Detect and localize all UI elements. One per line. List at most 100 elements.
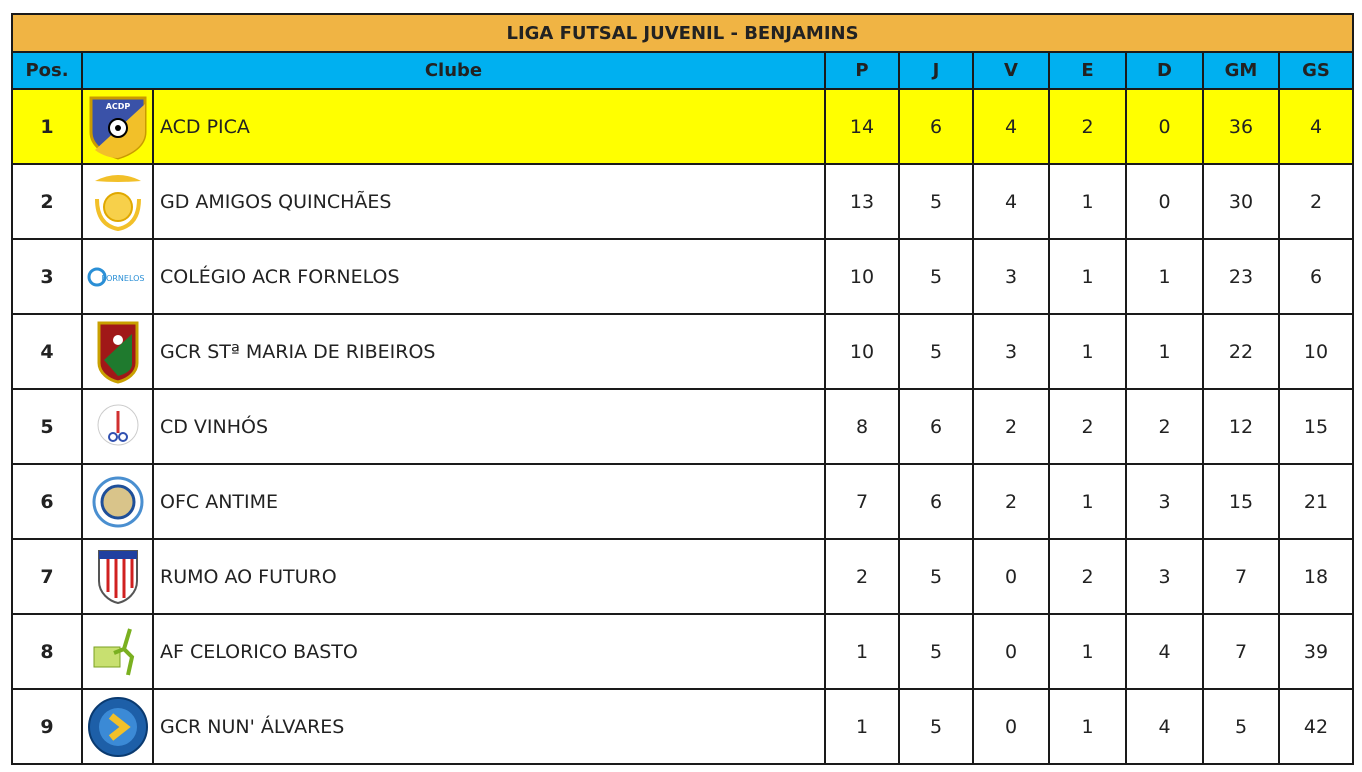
header-d: D xyxy=(1125,51,1204,90)
svg-text:FORNELOS: FORNELOS xyxy=(101,274,144,283)
rumo-ao-futuro-crest-icon xyxy=(81,538,154,615)
standings-table: LIGA FUTSAL JUVENIL - BENJAMINS Pos. Clu… xyxy=(10,13,1355,765)
gs-cell: 42 xyxy=(1277,688,1355,765)
header-e: E xyxy=(1048,51,1127,90)
p-cell: 8 xyxy=(824,388,900,465)
gs-cell: 21 xyxy=(1277,463,1355,540)
club-name-cell: GCR STª MARIA DE RIBEIROS xyxy=(152,313,826,390)
p-cell: 1 xyxy=(824,688,900,765)
table-row: 8 AF CELORICO BASTO 1 5 0 1 4 7 39 xyxy=(11,613,1355,690)
p-cell: 10 xyxy=(824,313,900,390)
club-name-cell: CD VINHÓS xyxy=(152,388,826,465)
table-row: 2 GD AMIGOS QUINCHÃES 13 5 4 1 0 30 2 xyxy=(11,163,1355,240)
p-cell: 10 xyxy=(824,238,900,315)
gs-cell: 15 xyxy=(1277,388,1355,465)
p-cell: 2 xyxy=(824,538,900,615)
v-cell: 0 xyxy=(972,613,1050,690)
header-p: P xyxy=(824,51,900,90)
d-cell: 0 xyxy=(1125,88,1204,165)
gm-cell: 7 xyxy=(1202,538,1280,615)
e-cell: 1 xyxy=(1048,238,1127,315)
j-cell: 6 xyxy=(898,463,974,540)
club-name-cell: AF CELORICO BASTO xyxy=(152,613,826,690)
gm-cell: 5 xyxy=(1202,688,1280,765)
e-cell: 1 xyxy=(1048,613,1127,690)
table-row: 6 OFC ANTIME 7 6 2 1 3 15 21 xyxy=(11,463,1355,540)
v-cell: 4 xyxy=(972,88,1050,165)
d-cell: 1 xyxy=(1125,313,1204,390)
v-cell: 3 xyxy=(972,313,1050,390)
table-row: 4 GCR STª MARIA DE RIBEIROS 10 5 3 1 1 22 10 xyxy=(11,313,1355,390)
svg-text:ACDP: ACDP xyxy=(105,102,130,111)
header-v: V xyxy=(972,51,1050,90)
position-cell: 5 xyxy=(11,388,83,465)
table-row: 7 RUMO AO FUTURO 2 5 0 2 3 7 18 xyxy=(11,538,1355,615)
e-cell: 2 xyxy=(1048,538,1127,615)
table-row: 9 GCR NUN' ÁLVARES 1 5 0 1 4 5 42 xyxy=(11,688,1355,765)
gm-cell: 36 xyxy=(1202,88,1280,165)
header-pos: Pos. xyxy=(11,51,83,90)
table-row: 1 ACDP ACD PICA 14 6 4 2 0 36 4 xyxy=(11,88,1355,165)
club-name-cell: OFC ANTIME xyxy=(152,463,826,540)
position-cell: 8 xyxy=(11,613,83,690)
d-cell: 0 xyxy=(1125,163,1204,240)
p-cell: 14 xyxy=(824,88,900,165)
d-cell: 4 xyxy=(1125,613,1204,690)
j-cell: 6 xyxy=(898,88,974,165)
header-j: J xyxy=(898,51,974,90)
acd-pica-crest-icon: ACDP xyxy=(81,88,154,165)
p-cell: 7 xyxy=(824,463,900,540)
v-cell: 2 xyxy=(972,463,1050,540)
v-cell: 3 xyxy=(972,238,1050,315)
v-cell: 2 xyxy=(972,388,1050,465)
d-cell: 2 xyxy=(1125,388,1204,465)
gs-cell: 39 xyxy=(1277,613,1355,690)
gs-cell: 2 xyxy=(1277,163,1355,240)
table-title: LIGA FUTSAL JUVENIL - BENJAMINS xyxy=(10,13,1355,53)
club-name-cell: COLÉGIO ACR FORNELOS xyxy=(152,238,826,315)
v-cell: 4 xyxy=(972,163,1050,240)
gcr-nun-alvares-crest-icon xyxy=(81,688,154,765)
position-cell: 3 xyxy=(11,238,83,315)
position-cell: 4 xyxy=(11,313,83,390)
d-cell: 3 xyxy=(1125,463,1204,540)
j-cell: 6 xyxy=(898,388,974,465)
club-name-cell: GD AMIGOS QUINCHÃES xyxy=(152,163,826,240)
j-cell: 5 xyxy=(898,238,974,315)
club-name-cell: RUMO AO FUTURO xyxy=(152,538,826,615)
position-cell: 9 xyxy=(11,688,83,765)
gm-cell: 12 xyxy=(1202,388,1280,465)
e-cell: 1 xyxy=(1048,313,1127,390)
e-cell: 1 xyxy=(1048,163,1127,240)
e-cell: 1 xyxy=(1048,463,1127,540)
acr-fornelos-logo-icon: FORNELOS xyxy=(81,238,154,315)
position-cell: 6 xyxy=(11,463,83,540)
gm-cell: 7 xyxy=(1202,613,1280,690)
ofc-antime-crest-icon xyxy=(81,463,154,540)
position-cell: 7 xyxy=(11,538,83,615)
cd-vinhos-crest-icon xyxy=(81,388,154,465)
d-cell: 4 xyxy=(1125,688,1204,765)
header-gm: GM xyxy=(1202,51,1280,90)
j-cell: 5 xyxy=(898,163,974,240)
table-row: 5 CD VINHÓS 8 6 2 2 2 12 15 xyxy=(11,388,1355,465)
gm-cell: 15 xyxy=(1202,463,1280,540)
club-name-cell: ACD PICA xyxy=(152,88,826,165)
j-cell: 5 xyxy=(898,613,974,690)
v-cell: 0 xyxy=(972,688,1050,765)
header-gs: GS xyxy=(1277,51,1355,90)
gm-cell: 22 xyxy=(1202,313,1280,390)
e-cell: 1 xyxy=(1048,688,1127,765)
gm-cell: 30 xyxy=(1202,163,1280,240)
v-cell: 0 xyxy=(972,538,1050,615)
p-cell: 1 xyxy=(824,613,900,690)
gs-cell: 10 xyxy=(1277,313,1355,390)
j-cell: 5 xyxy=(898,688,974,765)
gm-cell: 23 xyxy=(1202,238,1280,315)
e-cell: 2 xyxy=(1048,88,1127,165)
gs-cell: 4 xyxy=(1277,88,1355,165)
af-celorico-basto-logo-icon xyxy=(81,613,154,690)
gcr-ribeiros-crest-icon xyxy=(81,313,154,390)
position-cell: 1 xyxy=(11,88,83,165)
gs-cell: 6 xyxy=(1277,238,1355,315)
